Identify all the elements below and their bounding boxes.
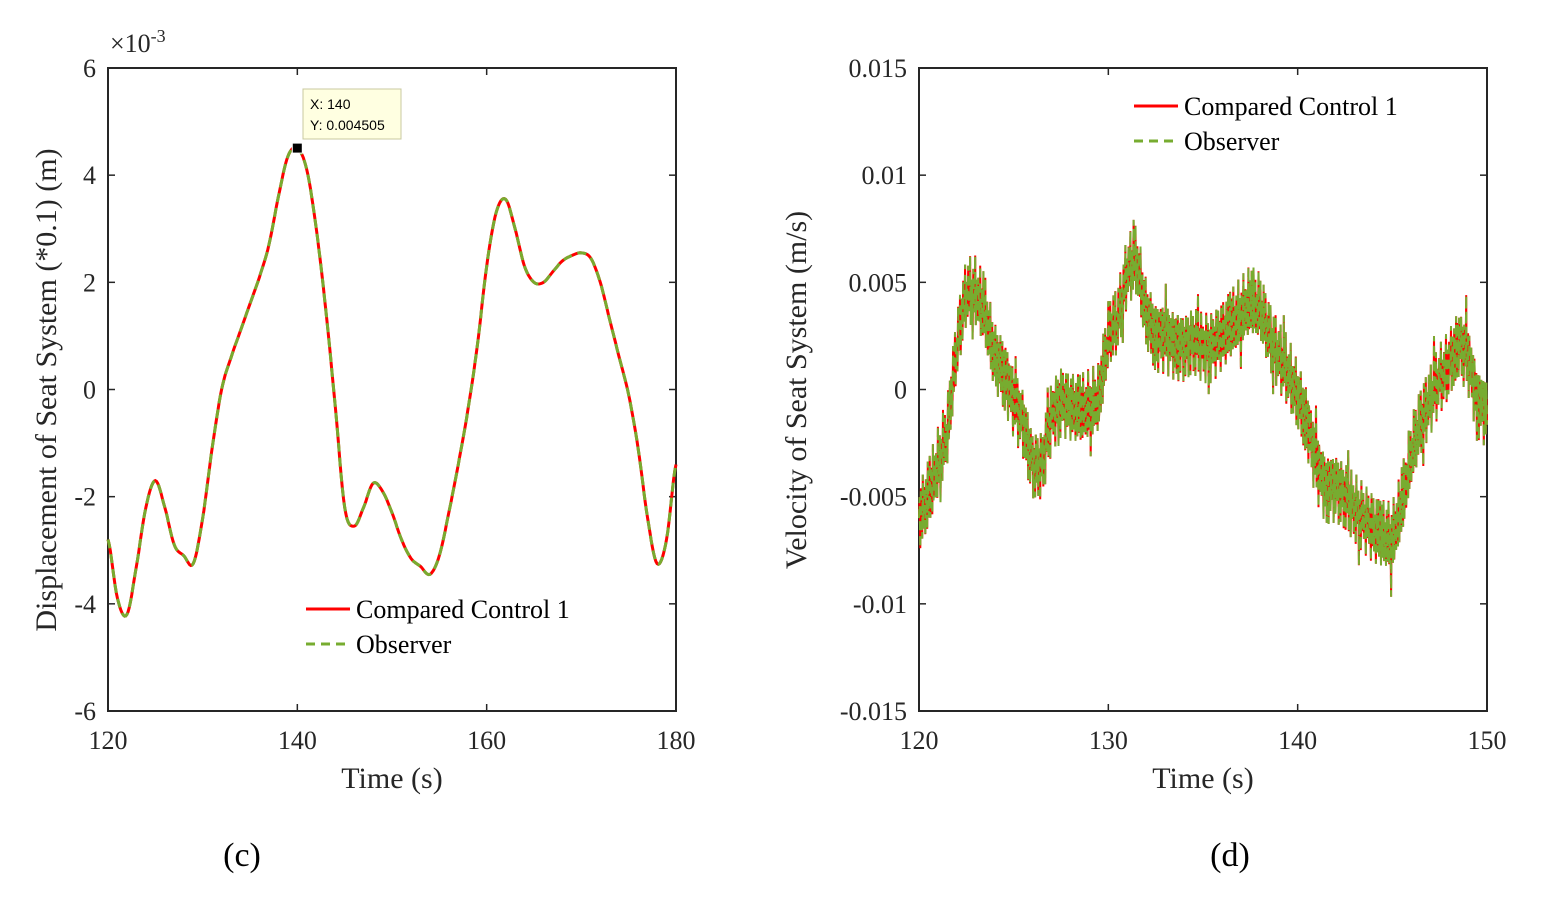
series-lines-left: [106, 146, 678, 618]
y-tick-label: -0.015: [840, 697, 907, 726]
y-tick-label: -0.005: [840, 483, 907, 512]
y-tick-label: 0: [83, 376, 96, 405]
panel-label-c: (c): [223, 837, 261, 874]
legend-label-compared-right: Compared Control 1: [1184, 92, 1398, 121]
y-tick-label: -2: [74, 483, 96, 512]
x-axis-label-right: Time (s): [1152, 762, 1253, 795]
x-tick-label: 160: [467, 726, 506, 755]
datatip-marker[interactable]: [291, 142, 303, 154]
x-axis-label-left: Time (s): [341, 762, 442, 795]
y-tick-label: 0: [894, 376, 907, 405]
x-tick-label: 150: [1468, 726, 1507, 755]
legend-right: Compared Control 1 Observer: [1134, 92, 1398, 156]
y-tick-label: -6: [74, 697, 96, 726]
x-tick-label: 120: [900, 726, 939, 755]
y-tick-label: 6: [83, 54, 96, 83]
datatip[interactable]: X: 140 Y: 0.004505: [291, 88, 402, 154]
tick-group-right: 120 130 140 150 -0.015 -0.01 -0.005 0 0.005 0.01 0…: [840, 54, 1507, 755]
x-tick-label: 130: [1089, 726, 1128, 755]
x-tick-label: 180: [657, 726, 696, 755]
series-line-observer: [918, 219, 1488, 597]
y-tick-label: 0.005: [849, 268, 908, 297]
y-axis-label-left: Displacement of Seat System (*0.1) (m): [30, 148, 63, 631]
chart-displacement: 120 140 160 180 -6 -4 -2 0 2 4 6 ×10-3 Time (s) Di…: [30, 26, 696, 874]
series-line-compared-control: [106, 146, 678, 618]
x-tick-label: 140: [278, 726, 317, 755]
x-tick-label: 140: [1278, 726, 1317, 755]
series-line-observer: [106, 146, 678, 618]
y-tick-label: 0.01: [862, 161, 908, 190]
legend-label-compared: Compared Control 1: [356, 595, 570, 624]
panel-label-d: (d): [1210, 837, 1250, 874]
x-tick-label: 120: [89, 726, 128, 755]
legend-label-observer-right: Observer: [1184, 127, 1280, 156]
datatip-y: Y: 0.004505: [310, 117, 385, 133]
y-tick-label: -4: [74, 590, 96, 619]
series-lines-right: [918, 219, 1488, 597]
y-tick-label: 4: [83, 161, 96, 190]
legend-label-observer: Observer: [356, 630, 452, 659]
tick-group-left: 120 140 160 180 -6 -4 -2 0 2 4 6: [74, 54, 695, 755]
y-tick-label: 2: [83, 268, 96, 297]
y-tick-label: -0.01: [853, 590, 907, 619]
legend-left: Compared Control 1 Observer: [306, 595, 570, 659]
datatip-box: [302, 88, 402, 140]
chart-velocity: 120 130 140 150 -0.015 -0.01 -0.005 0 0.005 0.01 0…: [780, 54, 1507, 874]
y-tick-label: 0.015: [849, 54, 908, 83]
exponent-label: ×10-3: [110, 26, 166, 58]
y-axis-label-right: Velocity of Seat System (m/s): [780, 211, 813, 569]
datatip-x: X: 140: [310, 96, 351, 112]
